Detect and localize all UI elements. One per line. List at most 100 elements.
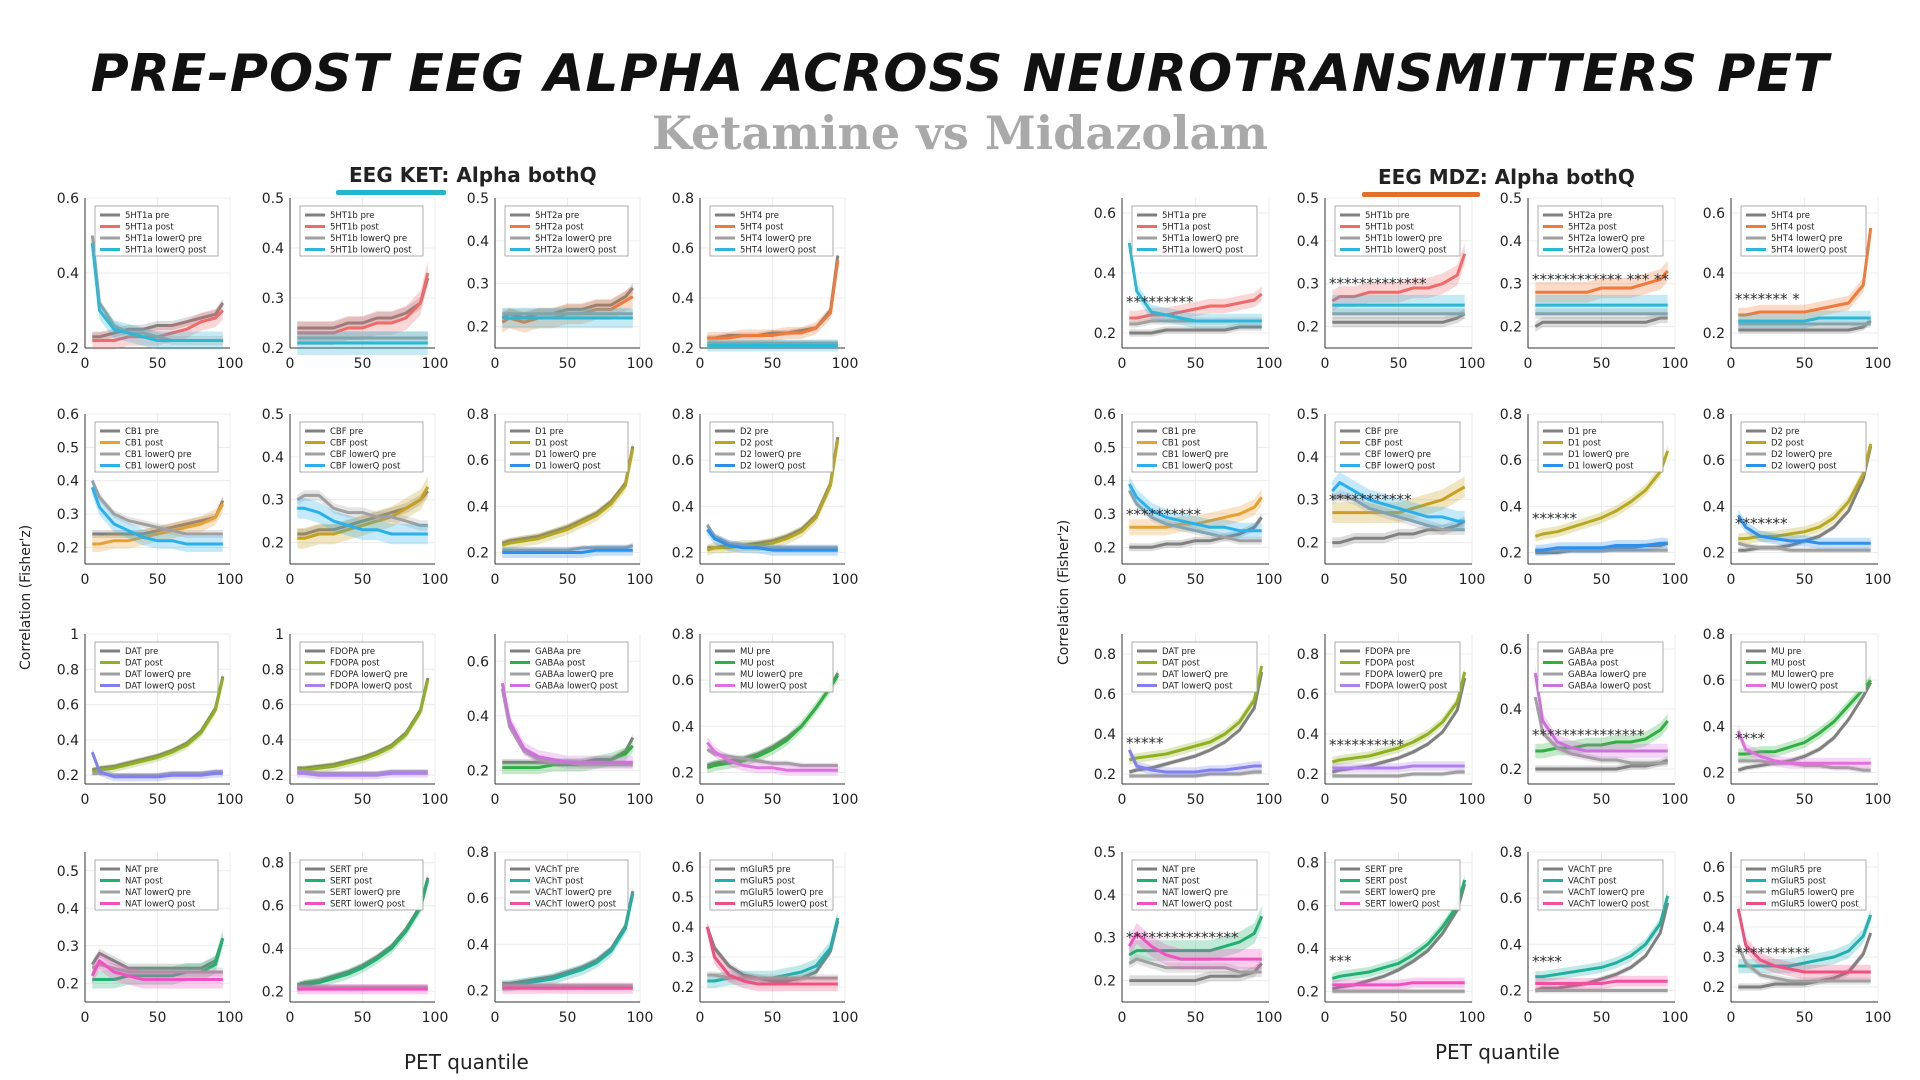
series-line: [1737, 681, 1873, 772]
tick-label-y: 0.4: [1500, 937, 1522, 953]
legend-label: mGluR5 lowerQ post: [740, 900, 828, 910]
series-line: [1738, 319, 1872, 332]
legend-label: 5HT1b lowerQ pre: [1365, 234, 1442, 244]
tick-label-x: 0: [696, 356, 705, 372]
legend-label: GABAa lowerQ post: [535, 682, 619, 692]
legend-label: CB1 post: [1162, 439, 1201, 449]
tick-label-x: 50: [1187, 792, 1205, 808]
tick-label-y: 0.4: [1703, 266, 1725, 282]
legend-label: MU lowerQ pre: [740, 670, 803, 680]
tick-label-y: 0.6: [467, 891, 489, 907]
tick-label-y: 0.6: [57, 407, 79, 423]
tick-label-y: 0.4: [1094, 266, 1116, 282]
tick-label-y: 0.4: [1297, 450, 1319, 466]
tick-label-y: 0.3: [262, 493, 284, 509]
mdz-xlabel: PET quantile: [1435, 1040, 1560, 1064]
series-line: [1331, 879, 1467, 980]
series-line: [1738, 227, 1873, 317]
legend-label: D1 post: [1568, 439, 1602, 449]
tick-label-y: 0.5: [1094, 845, 1116, 861]
tick-label-y: 0.8: [1703, 407, 1725, 423]
series-line: [1129, 292, 1263, 320]
tick-label-y: 0.6: [1297, 899, 1319, 915]
legend-label: FDOPA pre: [330, 647, 375, 657]
legend-label: D1 pre: [1568, 427, 1597, 437]
tick-label-x: 50: [559, 572, 577, 588]
legend-label: CBF pre: [1365, 427, 1398, 437]
series-line: [1535, 895, 1670, 979]
tick-label-x: 0: [286, 1010, 295, 1026]
series-line: [1736, 944, 1871, 983]
tick-label-y: 0.5: [1094, 440, 1116, 456]
tick-label-y: 0.6: [1500, 642, 1522, 658]
series-band: [1129, 235, 1262, 329]
tick-label-x: 100: [1256, 792, 1283, 808]
tick-label-y: 0.5: [1703, 890, 1725, 906]
tick-label-x: 100: [217, 356, 244, 372]
series-band: [92, 479, 223, 552]
significance-stars: ***************: [1532, 726, 1645, 744]
page-title: PRE-POST EEG ALPHA ACROSS NEUROTRANSMITT…: [90, 44, 1830, 104]
series-line: [1534, 902, 1670, 992]
series-band: [1129, 476, 1262, 539]
tick-label-y: 0.4: [672, 291, 694, 307]
tick-label-x: 100: [1459, 792, 1486, 808]
legend-label: SERT post: [1365, 877, 1408, 887]
tick-label-y: 0.6: [1094, 407, 1116, 423]
tick-label-y: 0.2: [57, 976, 79, 992]
tick-label-y: 0.4: [1703, 499, 1725, 515]
tick-label-x: 0: [1321, 792, 1330, 808]
series-line: [706, 439, 840, 552]
series-line: [1738, 316, 1871, 323]
series-line: [502, 548, 633, 554]
legend-label: FDOPA lowerQ post: [1365, 682, 1448, 692]
tick-label-x: 50: [764, 1010, 782, 1026]
tick-label-y: 0.2: [1094, 540, 1116, 556]
legend-label: SERT lowerQ pre: [330, 888, 401, 898]
series-line: [1129, 962, 1263, 983]
series-line: [1127, 242, 1262, 323]
legend-label: MU lowerQ pre: [1771, 670, 1834, 680]
tick-label-y: 0.4: [57, 474, 79, 490]
series-line: [502, 744, 634, 770]
tick-label-y: 0.3: [1500, 277, 1522, 293]
tick-label-x: 0: [1727, 356, 1736, 372]
legend-label: 5HT4 lowerQ pre: [1771, 234, 1843, 244]
series-line: [90, 751, 223, 779]
tick-label-x: 100: [627, 792, 654, 808]
series-band: [1738, 941, 1871, 985]
legend-label: D2 lowerQ post: [1771, 462, 1837, 472]
legend-label: 5HT4 pre: [740, 211, 779, 221]
legend-label: GABAa lowerQ pre: [535, 670, 614, 680]
tick-label-x: 50: [1390, 572, 1408, 588]
series-line: [1332, 770, 1465, 778]
series-line: [707, 973, 838, 980]
legend-label: 5HT2a lowerQ pre: [1568, 234, 1645, 244]
tick-label-y: 0.8: [672, 191, 694, 207]
series-band: [1129, 958, 1262, 986]
tick-label-x: 50: [1390, 1010, 1408, 1026]
tick-label-y: 0.4: [1500, 702, 1522, 718]
tick-label-y: 0.5: [467, 191, 489, 207]
legend-label: CB1 lowerQ post: [125, 462, 197, 472]
legend-label: 5HT2a lowerQ post: [535, 246, 617, 256]
tick-label-x: 0: [696, 572, 705, 588]
tick-label-y: 0.5: [1297, 191, 1319, 207]
tick-label-y: 0.2: [1297, 767, 1319, 783]
series-band: [92, 496, 223, 552]
legend-label: 5HT1b lowerQ post: [1365, 246, 1447, 256]
legend-label: MU post: [1771, 659, 1806, 669]
series-band: [1129, 486, 1262, 545]
series-line: [1332, 764, 1465, 770]
legend-label: FDOPA post: [1365, 659, 1415, 669]
series-band: [1332, 490, 1465, 535]
